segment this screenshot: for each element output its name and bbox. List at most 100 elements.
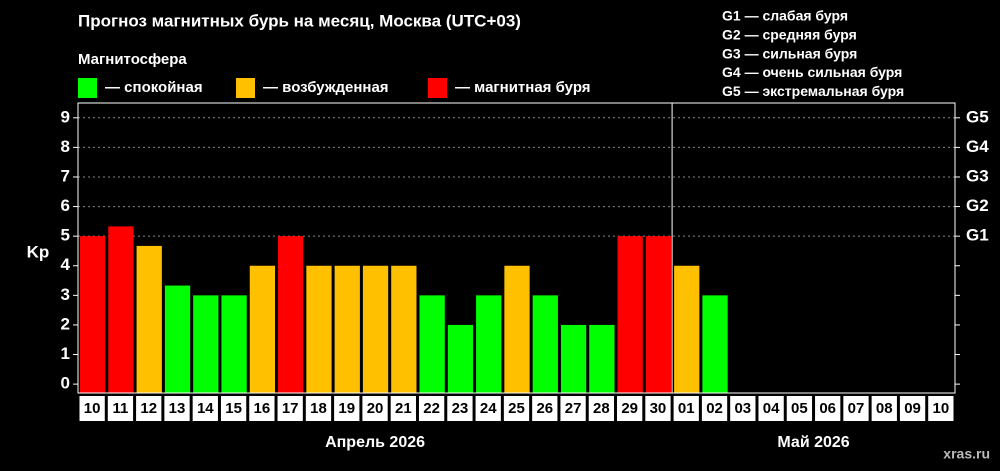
bar xyxy=(617,236,643,393)
y2-tick-label: G1 xyxy=(966,226,989,245)
x-tick-label: 05 xyxy=(791,400,808,417)
day-cell xyxy=(362,396,388,421)
day-cell xyxy=(617,396,643,421)
y-tick-label: 6 xyxy=(61,196,70,215)
day-cell xyxy=(730,396,756,421)
bar xyxy=(532,295,558,393)
y-tick-label: 5 xyxy=(61,226,70,245)
day-cell xyxy=(928,396,954,421)
y-tick-label: 2 xyxy=(61,314,70,333)
x-tick-label: 15 xyxy=(225,400,242,417)
y2-tick-label: G2 xyxy=(966,196,989,215)
day-cell xyxy=(843,396,869,421)
month-label: Май 2026 xyxy=(777,434,849,451)
day-cell xyxy=(503,396,530,421)
bar xyxy=(249,265,276,393)
bar xyxy=(419,295,445,393)
day-cell xyxy=(532,396,558,421)
x-tick-label: 06 xyxy=(819,400,836,417)
y-tick-label: 9 xyxy=(61,107,70,126)
source: xras.ru xyxy=(943,446,990,462)
y-axis-label: Kp xyxy=(27,242,50,261)
bar xyxy=(674,265,700,393)
x-tick-label: 25 xyxy=(508,400,525,417)
legend-swatch xyxy=(428,78,447,98)
legend-label: — магнитная буря xyxy=(455,79,591,96)
legend-title: Магнитосфера xyxy=(78,51,187,68)
day-cell xyxy=(192,396,218,421)
day-cell xyxy=(899,396,926,421)
day-cell xyxy=(871,396,897,421)
legend-swatch xyxy=(236,78,255,98)
chart-title: Прогноз магнитных бурь на месяц, Москва … xyxy=(78,11,521,30)
bar xyxy=(193,295,219,393)
day-cell xyxy=(786,396,813,421)
bar xyxy=(278,236,304,393)
bar xyxy=(645,236,672,393)
bar xyxy=(108,226,134,393)
x-tick-label: 01 xyxy=(678,400,695,417)
day-cell xyxy=(673,396,699,421)
scale-note: G3 — сильная буря xyxy=(722,45,857,61)
day-cell xyxy=(277,396,303,421)
y2-tick-label: G3 xyxy=(966,166,989,185)
x-tick-label: 10 xyxy=(933,400,950,417)
scale-note: G5 — экстремальная буря xyxy=(722,83,904,99)
x-tick-label: 11 xyxy=(113,400,129,417)
bar xyxy=(702,295,728,393)
x-tick-label: 20 xyxy=(367,400,384,417)
x-tick-label: 17 xyxy=(282,400,299,417)
y-tick-label: 3 xyxy=(61,285,70,304)
day-cell xyxy=(560,396,586,421)
y-tick-label: 7 xyxy=(61,166,70,185)
scale-note: G4 — очень сильная буря xyxy=(722,64,902,80)
day-cell xyxy=(588,396,615,421)
x-tick-label: 12 xyxy=(140,400,157,417)
x-tick-label: 23 xyxy=(452,400,469,417)
x-tick-label: 14 xyxy=(197,400,214,417)
x-tick-label: 22 xyxy=(423,400,440,417)
plot-frame xyxy=(77,102,956,394)
day-cell xyxy=(475,396,501,421)
bar xyxy=(391,265,417,393)
day-cell xyxy=(107,396,134,421)
bar xyxy=(504,265,530,393)
x-tick-label: 19 xyxy=(338,400,355,417)
legend-label: — спокойная xyxy=(105,79,203,96)
bar xyxy=(334,265,360,393)
day-cell xyxy=(645,396,671,421)
bar xyxy=(589,324,615,393)
x-tick-label: 09 xyxy=(904,400,921,417)
x-tick-label: 03 xyxy=(734,400,751,417)
day-cell xyxy=(418,396,445,421)
day-cell xyxy=(305,396,332,421)
day-cell xyxy=(815,396,841,421)
x-tick-label: 26 xyxy=(536,400,553,417)
day-cell xyxy=(79,396,105,421)
x-tick-label: 07 xyxy=(848,400,865,417)
bar xyxy=(560,324,587,393)
x-tick-label: 30 xyxy=(650,400,667,417)
bar xyxy=(476,295,502,393)
bar xyxy=(447,324,474,393)
x-tick-label: 27 xyxy=(565,400,582,417)
bar xyxy=(80,236,106,393)
day-cell xyxy=(390,396,416,421)
x-tick-label: 13 xyxy=(169,400,186,417)
x-tick-label: 29 xyxy=(621,400,638,417)
y-tick-label: 1 xyxy=(61,344,70,363)
day-cell xyxy=(220,396,247,421)
day-cell xyxy=(249,396,275,421)
day-cell xyxy=(334,396,360,421)
x-tick-label: 10 xyxy=(84,400,101,417)
x-tick-label: 08 xyxy=(876,400,893,417)
scale-note: G1 — слабая буря xyxy=(722,8,848,24)
bar xyxy=(362,265,389,393)
y2-tick-label: G4 xyxy=(966,137,989,156)
y-tick-label: 4 xyxy=(61,255,71,274)
y-tick-label: 8 xyxy=(61,137,70,156)
y2-tick-label: G5 xyxy=(966,107,989,126)
month-label: Апрель 2026 xyxy=(325,434,425,451)
bar xyxy=(164,285,191,393)
x-tick-label: 16 xyxy=(254,400,271,417)
